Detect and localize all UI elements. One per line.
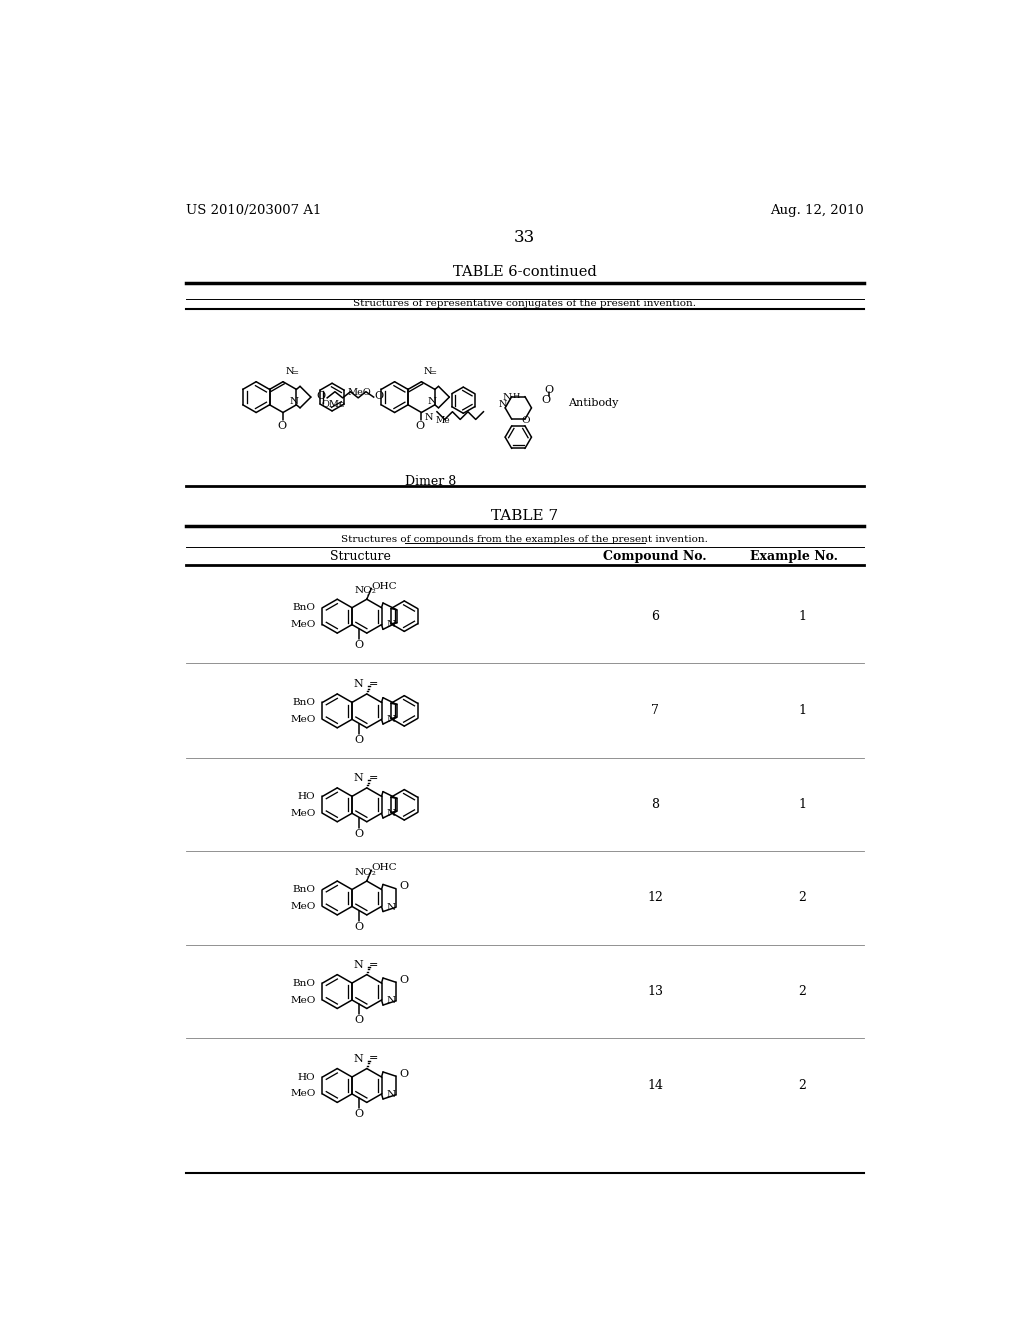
Text: N: N: [502, 393, 511, 403]
Text: N: N: [386, 997, 395, 1005]
Text: MeO: MeO: [347, 388, 372, 397]
Text: O: O: [276, 421, 286, 432]
Text: N: N: [354, 960, 364, 970]
Text: N: N: [286, 367, 294, 376]
Text: O: O: [355, 829, 364, 838]
Text: NO₂: NO₂: [354, 869, 376, 878]
Text: MeO: MeO: [290, 715, 315, 723]
Text: N: N: [424, 367, 432, 376]
Text: H: H: [513, 392, 520, 400]
Text: Structures of representative conjugates of the present invention.: Structures of representative conjugates …: [353, 300, 696, 309]
Text: 12: 12: [647, 891, 663, 904]
Text: 7: 7: [651, 705, 658, 717]
Text: O: O: [399, 1069, 409, 1078]
Text: O: O: [355, 735, 364, 744]
Text: HO: HO: [298, 1073, 315, 1081]
Text: N: N: [290, 397, 298, 407]
Text: Aug. 12, 2010: Aug. 12, 2010: [770, 205, 864, 218]
Text: 2: 2: [799, 891, 806, 904]
Text: HO: HO: [298, 792, 315, 801]
Text: O: O: [355, 640, 364, 649]
Text: O: O: [545, 385, 554, 395]
Text: =: =: [369, 1053, 378, 1064]
Text: 1: 1: [799, 610, 806, 623]
Text: 1: 1: [799, 799, 806, 812]
Text: O: O: [542, 395, 551, 405]
Text: Me: Me: [435, 416, 450, 425]
Text: Dimer 8: Dimer 8: [404, 475, 456, 488]
Text: 2: 2: [799, 1078, 806, 1092]
Text: Example No.: Example No.: [751, 550, 839, 564]
Text: O: O: [355, 1015, 364, 1026]
Text: O: O: [316, 391, 326, 400]
Text: =: =: [291, 370, 298, 378]
Text: N: N: [499, 400, 507, 409]
Text: O: O: [399, 882, 409, 891]
Text: O: O: [416, 421, 425, 432]
Text: NO₂: NO₂: [354, 586, 376, 595]
Text: O: O: [355, 921, 364, 932]
Text: BnO: BnO: [293, 698, 315, 708]
Text: MeO: MeO: [290, 809, 315, 818]
Text: O: O: [375, 391, 384, 400]
Text: BnO: BnO: [293, 884, 315, 894]
Text: 2: 2: [799, 985, 806, 998]
Text: OHC: OHC: [372, 863, 397, 873]
Text: TABLE 6-continued: TABLE 6-continued: [453, 265, 597, 280]
Text: N: N: [386, 903, 395, 912]
Text: N: N: [354, 774, 364, 783]
Text: O: O: [399, 975, 409, 985]
Text: 13: 13: [647, 985, 663, 998]
Text: 8: 8: [651, 799, 659, 812]
Text: TABLE 7: TABLE 7: [492, 510, 558, 524]
Text: MeO: MeO: [290, 620, 315, 630]
Text: N: N: [387, 809, 396, 817]
Text: Compound No.: Compound No.: [603, 550, 707, 564]
Text: Structures of compounds from the examples of the present invention.: Structures of compounds from the example…: [341, 535, 709, 544]
Text: O: O: [522, 416, 530, 425]
Text: OHC: OHC: [372, 582, 397, 590]
Text: N: N: [386, 1090, 395, 1100]
Text: 33: 33: [514, 230, 536, 247]
Text: BnO: BnO: [293, 603, 315, 612]
Text: N: N: [428, 397, 437, 407]
Text: 6: 6: [651, 610, 659, 623]
Text: MeO: MeO: [290, 995, 315, 1005]
Text: 14: 14: [647, 1078, 663, 1092]
Text: OMe: OMe: [322, 400, 345, 409]
Text: N: N: [354, 678, 364, 689]
Text: N: N: [387, 714, 396, 723]
Text: 1: 1: [799, 705, 806, 717]
Text: Structure: Structure: [330, 550, 391, 564]
Text: =: =: [369, 960, 378, 970]
Text: O: O: [355, 1109, 364, 1119]
Text: BnO: BnO: [293, 978, 315, 987]
Text: =: =: [369, 774, 378, 783]
Text: N: N: [425, 413, 433, 421]
Text: US 2010/203007 A1: US 2010/203007 A1: [186, 205, 322, 218]
Text: =: =: [429, 370, 436, 378]
Text: N: N: [387, 620, 396, 628]
Text: Antibody: Antibody: [568, 399, 618, 408]
Text: MeO: MeO: [290, 902, 315, 911]
Text: N: N: [354, 1053, 364, 1064]
Text: =: =: [369, 678, 378, 689]
Text: MeO: MeO: [290, 1089, 315, 1098]
